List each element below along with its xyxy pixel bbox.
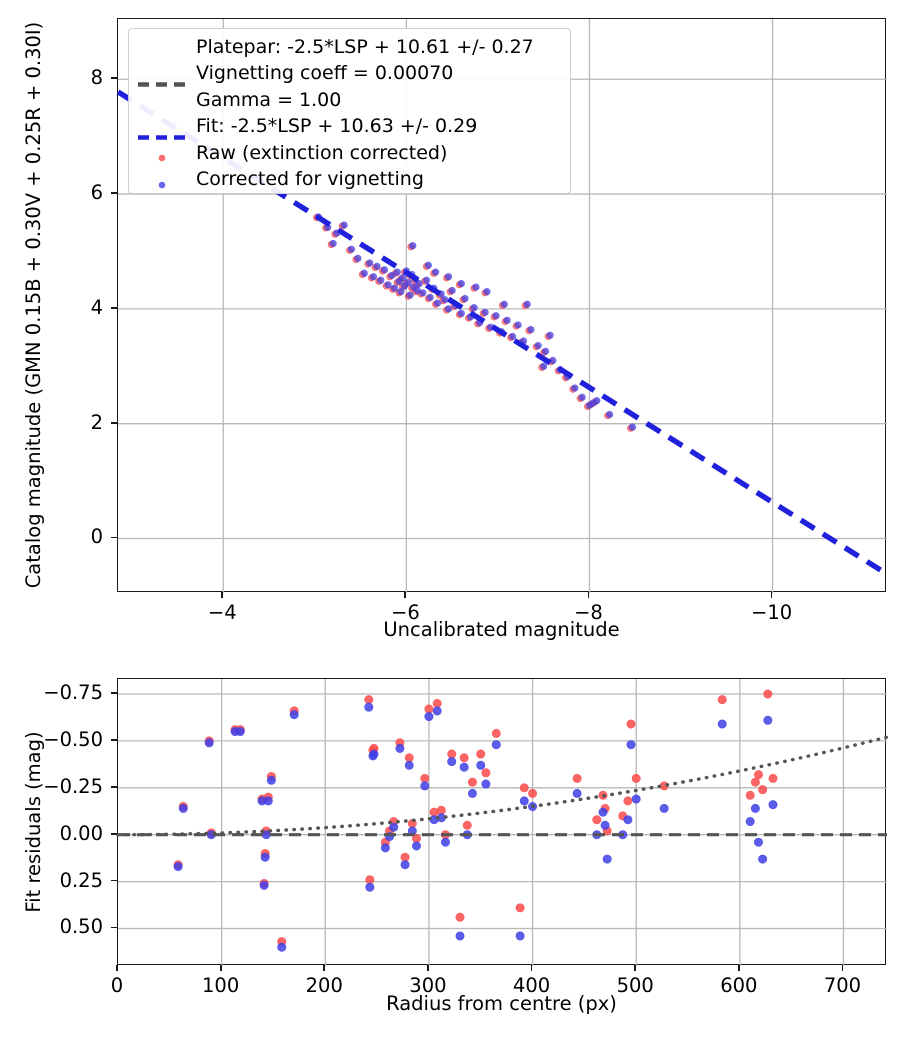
bottom-x-axis-label: Radius from centre (px) — [386, 992, 617, 1015]
x-tick-mark — [634, 965, 637, 971]
y-tick-mark — [111, 832, 117, 835]
legend-entry-label: Platepar: -2.5*LSP + 10.61 +/- 0.27 — [196, 35, 534, 58]
x-tick-label: 0 — [110, 974, 124, 997]
x-tick-label: −10 — [750, 601, 793, 624]
top-x-axis-label: Uncalibrated magnitude — [383, 618, 620, 641]
y-tick-mark — [111, 879, 117, 882]
y-tick-label: −0.75 — [43, 681, 103, 704]
legend-entry: Raw (extinction corrected) — [196, 140, 447, 167]
legend-dashed-line-swatch — [138, 125, 186, 140]
legend-entry: Corrected for vignetting — [196, 167, 424, 194]
y-tick-mark — [111, 785, 117, 788]
y-tick-mark — [111, 192, 117, 194]
x-tick-mark — [530, 965, 533, 971]
x-tick-label: 600 — [720, 974, 758, 997]
reference-lines — [116, 735, 889, 837]
x-tick-mark — [770, 592, 773, 598]
y-tick-mark — [111, 421, 117, 424]
y-tick-label: 6 — [90, 181, 103, 205]
vignetting-curve — [116, 735, 889, 837]
y-tick-label: 0.50 — [59, 915, 103, 939]
x-tick-mark — [737, 965, 740, 971]
x-tick-mark — [116, 965, 118, 971]
legend-entry-label: Gamma = 1.00 — [196, 88, 342, 111]
x-tick-mark — [587, 592, 590, 598]
x-tick-label: −8 — [574, 601, 603, 624]
x-tick-label: 700 — [823, 974, 862, 997]
data-points — [313, 213, 637, 432]
y-tick-mark — [111, 77, 117, 80]
series-corrected-for-vignetting — [173, 702, 778, 952]
y-tick-label: 4 — [90, 295, 103, 319]
x-tick-label: 300 — [409, 974, 447, 997]
y-tick-mark — [111, 926, 117, 929]
series-raw-extinction-corrected — [173, 689, 778, 947]
y-tick-label: 0.00 — [59, 821, 103, 845]
legend-entry-label: Fit: -2.5*LSP + 10.63 +/- 0.29 — [196, 115, 478, 138]
x-tick-mark — [841, 965, 844, 971]
x-tick-mark — [221, 592, 224, 598]
fit-line — [116, 89, 889, 577]
y-tick-label: −0.25 — [43, 774, 103, 798]
x-tick-mark — [219, 965, 222, 971]
y-tick-label: 2 — [90, 410, 103, 434]
y-tick-label: 0 — [90, 525, 103, 549]
y-tick-mark — [111, 739, 117, 741]
y-tick-mark — [111, 536, 117, 539]
x-tick-label: −6 — [391, 601, 420, 624]
legend-entry: Platepar: -2.5*LSP + 10.61 +/- 0.27 — [196, 34, 534, 61]
x-tick-mark — [404, 592, 407, 598]
x-tick-mark — [323, 965, 326, 971]
reference-lines — [116, 89, 889, 577]
y-tick-label: −0.50 — [43, 727, 103, 751]
legend-dot-swatch — [138, 148, 186, 162]
y-tick-mark — [111, 692, 117, 694]
legend — [128, 28, 571, 194]
legend-entry: Fit: -2.5*LSP + 10.63 +/- 0.29 — [196, 114, 477, 141]
x-tick-label: −4 — [207, 601, 237, 624]
data-points — [173, 689, 778, 952]
legend-entry-label: Corrected for vignetting — [196, 168, 424, 191]
y-tick-label: 8 — [90, 66, 103, 90]
legend-entry: Gamma = 1.00 — [196, 87, 341, 114]
x-tick-label: 100 — [202, 974, 240, 997]
legend-entry: Vignetting coeff = 0.00070 — [196, 61, 453, 88]
x-tick-label: 400 — [512, 974, 551, 997]
legend-entry-label: Raw (extinction corrected) — [196, 141, 448, 164]
y-tick-label: 0.25 — [59, 868, 103, 892]
fit-residuals-plot-area — [116, 679, 889, 966]
legend-dashed-line-swatch — [138, 72, 186, 87]
y-tick-mark — [111, 306, 117, 309]
x-tick-label: 500 — [616, 974, 654, 997]
x-tick-label: 200 — [305, 974, 343, 997]
legend-dot-swatch — [138, 175, 186, 189]
x-tick-mark — [427, 965, 429, 971]
fit-residuals-axes — [116, 678, 889, 966]
legend-entry-label: Vignetting coeff = 0.00070 — [196, 62, 454, 85]
